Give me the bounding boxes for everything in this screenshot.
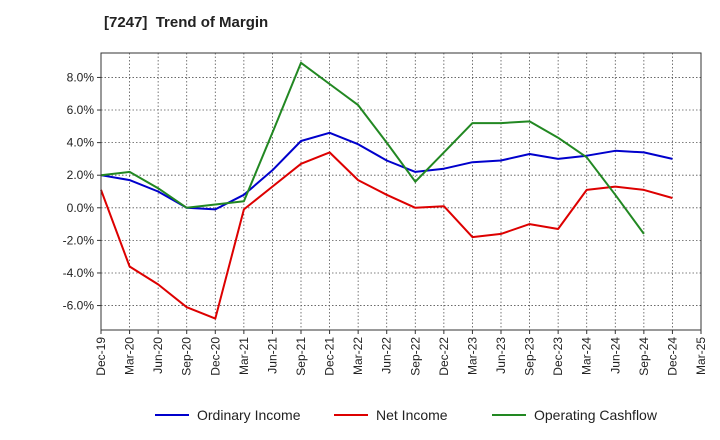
y-tick-label: -2.0% (63, 233, 95, 247)
x-tick-label: Jun-21 (265, 337, 279, 374)
x-tick-label: Mar-23 (465, 337, 479, 375)
legend: Ordinary Income Net Income Operating Cashf… (155, 407, 658, 423)
chart-title: [7247] Trend of Margin (104, 14, 269, 31)
y-tick-label: 8.0% (67, 70, 95, 84)
series-line-ordinary-income (100, 131, 673, 211)
y-tick-label: 0.0% (67, 201, 95, 215)
series-lines (100, 61, 673, 320)
x-tick-label: Sep-23 (523, 337, 537, 376)
x-tick-label: Sep-22 (408, 337, 422, 376)
legend-label-net-income: Net Income (376, 407, 448, 423)
y-tick-label: -4.0% (63, 266, 95, 280)
y-axis-ticks: -6.0% -4.0% -2.0% 0.0% 2.0% 4.0% 6.0% 8.0% (63, 70, 101, 313)
grid-lines (100, 53, 702, 330)
legend-label-ordinary-income: Ordinary Income (197, 407, 301, 423)
y-tick-label: -6.0% (63, 299, 95, 313)
plot-frame (100, 52, 702, 331)
x-tick-label: Dec-19 (94, 337, 108, 376)
y-tick-label: 4.0% (67, 136, 95, 150)
x-tick-label: Mar-20 (123, 337, 137, 375)
x-tick-label: Dec-21 (323, 337, 337, 376)
x-tick-label: Sep-20 (180, 337, 194, 376)
x-tick-label: Dec-20 (208, 337, 222, 376)
x-tick-label: Jun-22 (380, 337, 394, 374)
x-tick-label: Jun-24 (608, 337, 622, 374)
y-tick-label: 2.0% (67, 168, 95, 182)
series-line-operating-cashflow (100, 61, 645, 235)
x-tick-label: Jun-20 (151, 337, 165, 374)
x-tick-label: Jun-23 (494, 337, 508, 374)
x-tick-label: Dec-24 (665, 337, 679, 376)
x-tick-label: Sep-21 (294, 337, 308, 376)
x-tick-label: Sep-24 (637, 337, 651, 376)
x-axis-ticks: Dec-19 Mar-20 Jun-20 Sep-20 Dec-20 Mar-21 Jun-… (94, 330, 708, 376)
x-tick-label: Mar-25 (694, 337, 708, 375)
x-tick-label: Dec-22 (437, 337, 451, 376)
y-tick-label: 6.0% (67, 103, 95, 117)
x-tick-label: Mar-21 (237, 337, 251, 375)
x-tick-label: Mar-24 (580, 337, 594, 375)
legend-label-operating-cashflow: Operating Cashflow (534, 407, 658, 423)
x-tick-label: Dec-23 (551, 337, 565, 376)
series-line-net-income (100, 151, 673, 320)
x-tick-label: Mar-22 (351, 337, 365, 375)
